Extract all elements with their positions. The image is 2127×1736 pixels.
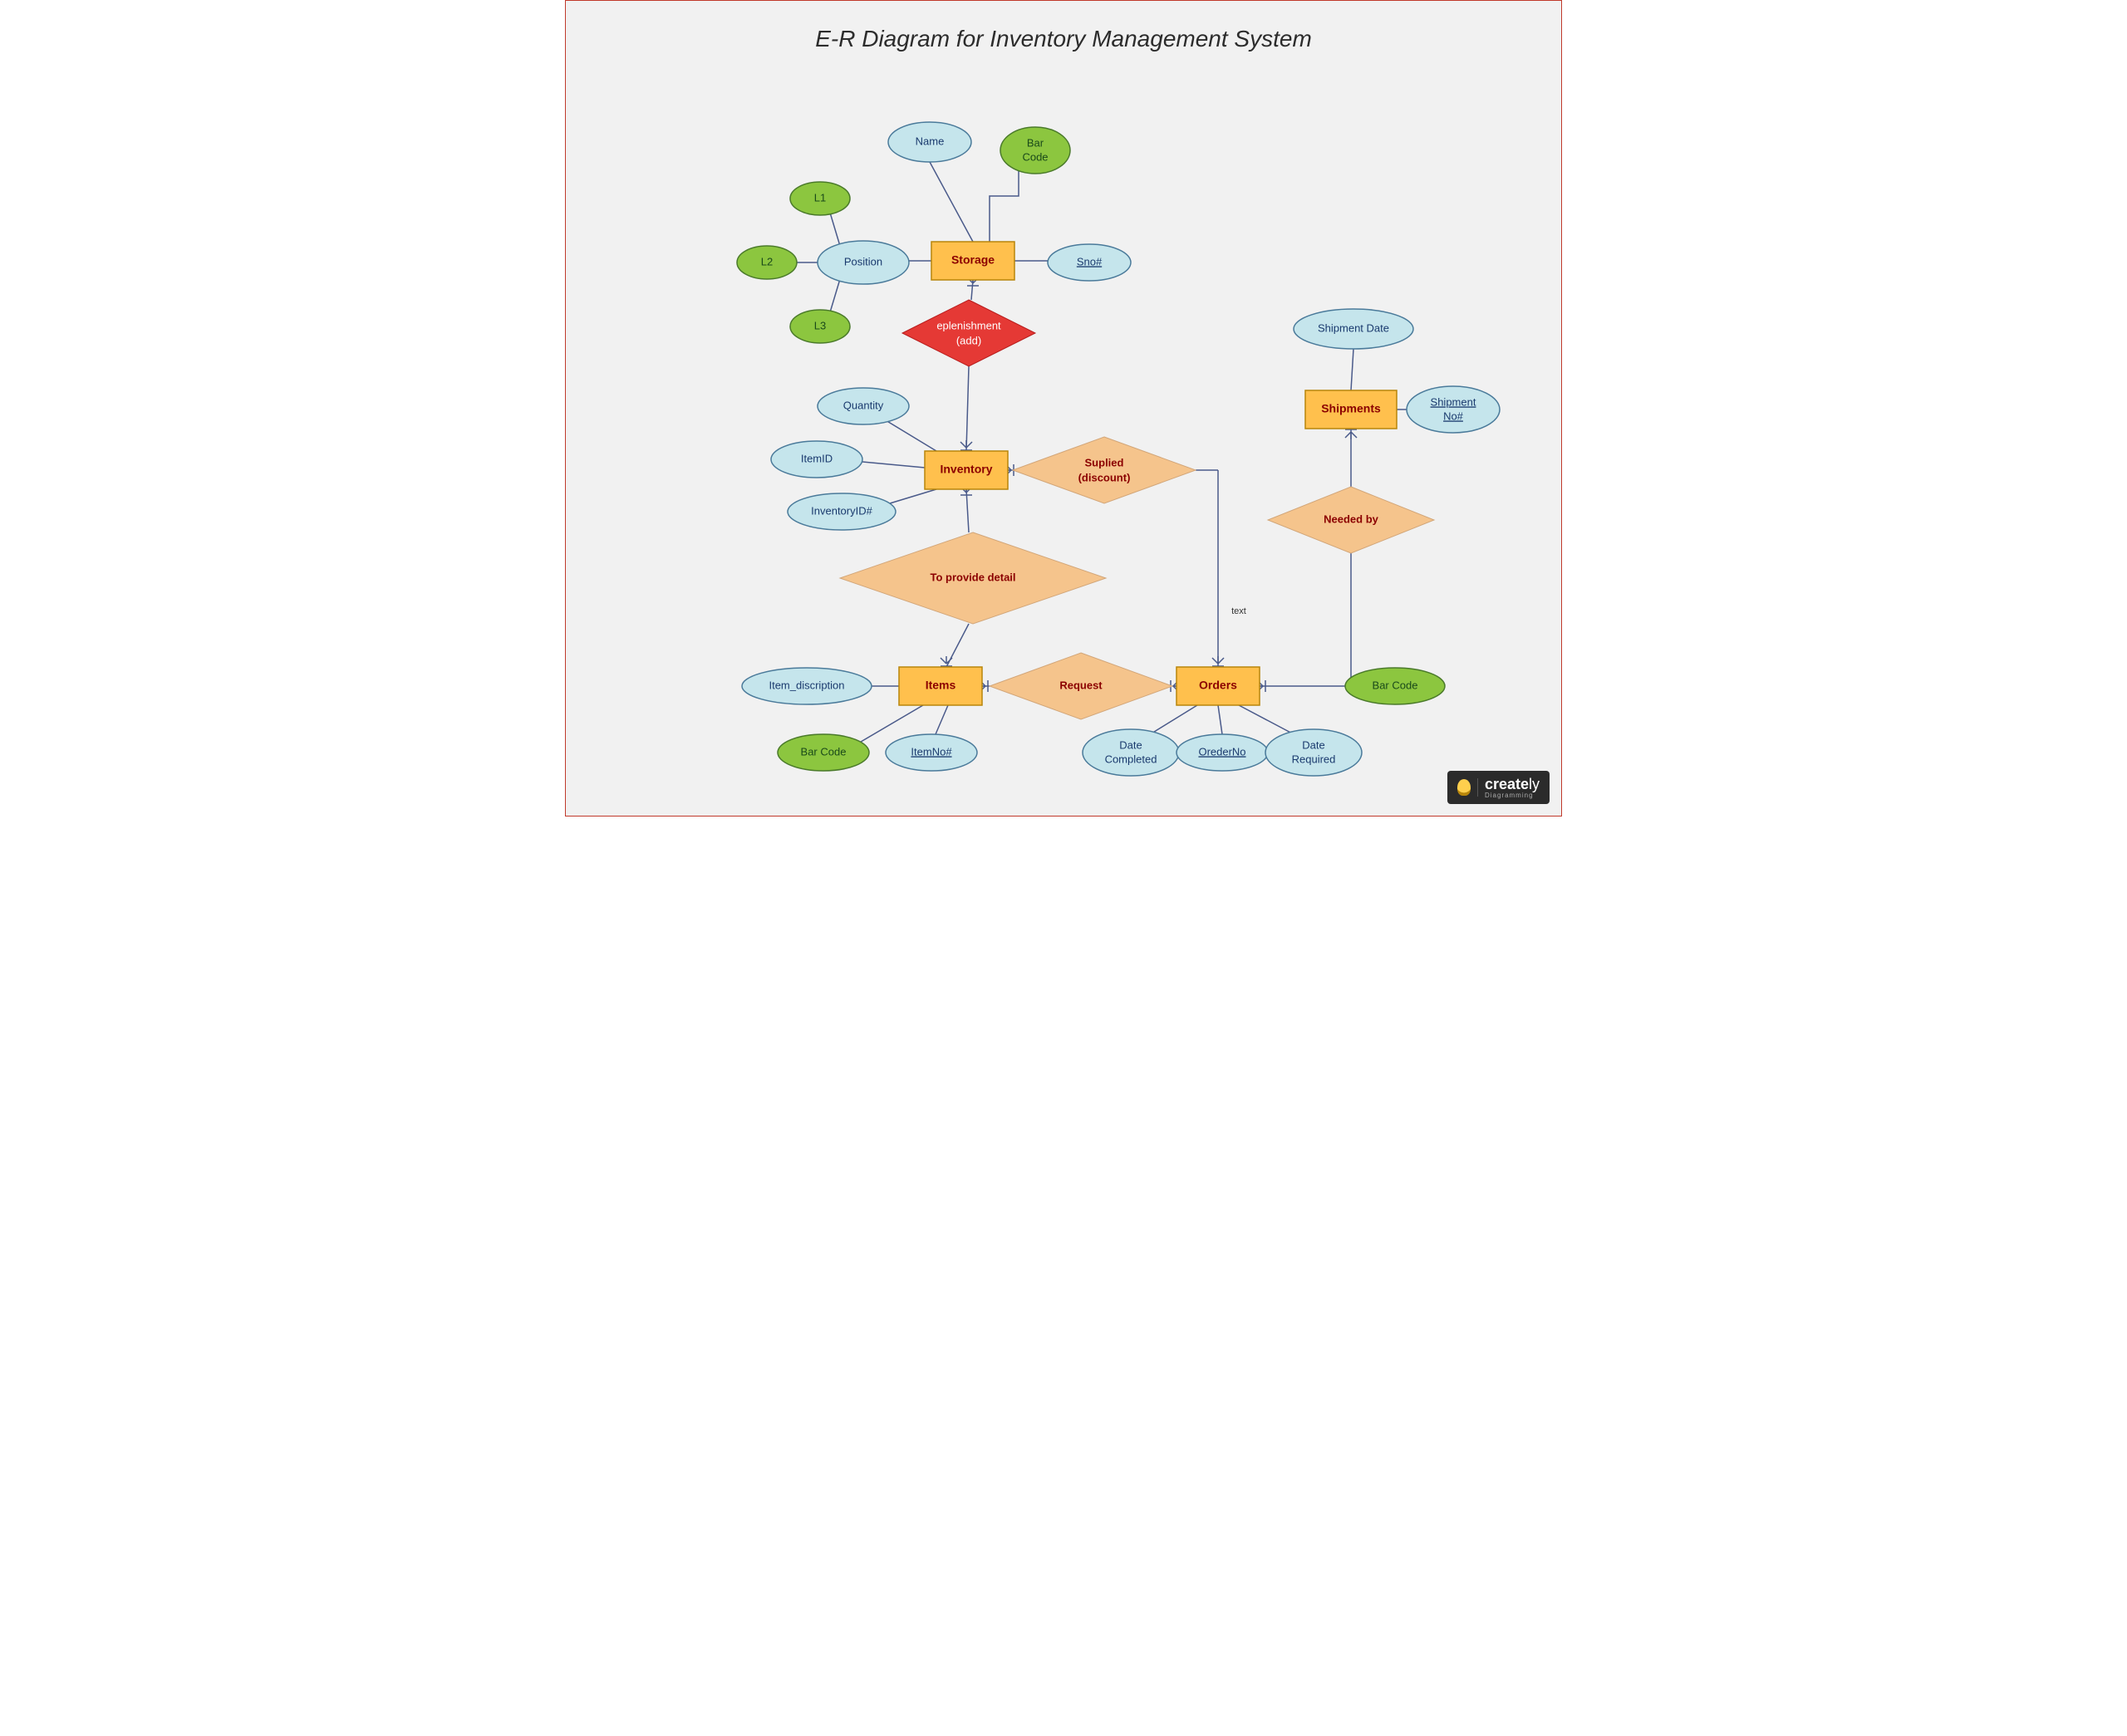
svg-text:Date: Date [1302,738,1324,751]
svg-text:Date: Date [1119,738,1142,751]
svg-text:Required: Required [1292,753,1336,765]
svg-text:Inventory: Inventory [940,463,992,476]
svg-text:Position: Position [844,255,882,267]
logo-divider [1477,778,1478,797]
svg-text:eplenishment: eplenishment [936,319,1001,331]
diagram-frame: E-R Diagram for Inventory Management Sys… [565,0,1562,817]
svg-text:(add): (add) [956,334,981,346]
svg-text:(discount): (discount) [1078,471,1131,483]
svg-text:Item_discription: Item_discription [769,679,844,691]
svg-text:To provide detail: To provide detail [930,571,1015,583]
logo-sub: Diagramming [1485,792,1540,799]
svg-text:Completed: Completed [1105,753,1157,765]
svg-text:ItemNo#: ItemNo# [911,745,952,758]
svg-text:Suplied: Suplied [1085,456,1124,468]
svg-text:L3: L3 [814,319,826,331]
creately-logo: creately Diagramming [1447,771,1550,804]
svg-text:Needed by: Needed by [1324,512,1379,525]
svg-text:Bar Code: Bar Code [1373,679,1418,691]
svg-text:L1: L1 [814,191,826,204]
svg-text:L2: L2 [761,255,773,267]
svg-text:ItemID: ItemID [801,452,833,464]
svg-text:Orders: Orders [1199,679,1237,692]
svg-text:Name: Name [916,135,945,147]
svg-text:Storage: Storage [951,253,995,267]
svg-text:Items: Items [926,679,956,692]
svg-text:Sno#: Sno# [1077,255,1103,267]
er-diagram-canvas: text eplenishment (add) Suplied (discount) To… [566,1,1563,817]
svg-text:OrederNo: OrederNo [1198,745,1245,758]
logo-brand-a: create [1485,776,1529,792]
logo-text: creately Diagramming [1485,776,1540,799]
svg-text:No#: No# [1443,409,1464,422]
svg-text:Shipment: Shipment [1431,395,1476,408]
svg-text:Bar: Bar [1027,136,1044,149]
svg-text:text: text [1231,606,1246,616]
relationship-replenish [902,300,1035,366]
relationship-supplied [1013,437,1196,503]
svg-text:Code: Code [1022,150,1048,163]
bulb-icon [1457,779,1471,796]
logo-brand-b: ly [1529,776,1540,792]
svg-text:Shipments: Shipments [1321,402,1381,415]
svg-text:Bar Code: Bar Code [801,745,847,758]
svg-text:InventoryID#: InventoryID# [811,504,872,517]
svg-text:Quantity: Quantity [843,399,884,411]
svg-text:Shipment Date: Shipment Date [1318,321,1389,334]
svg-text:Request: Request [1059,679,1103,691]
